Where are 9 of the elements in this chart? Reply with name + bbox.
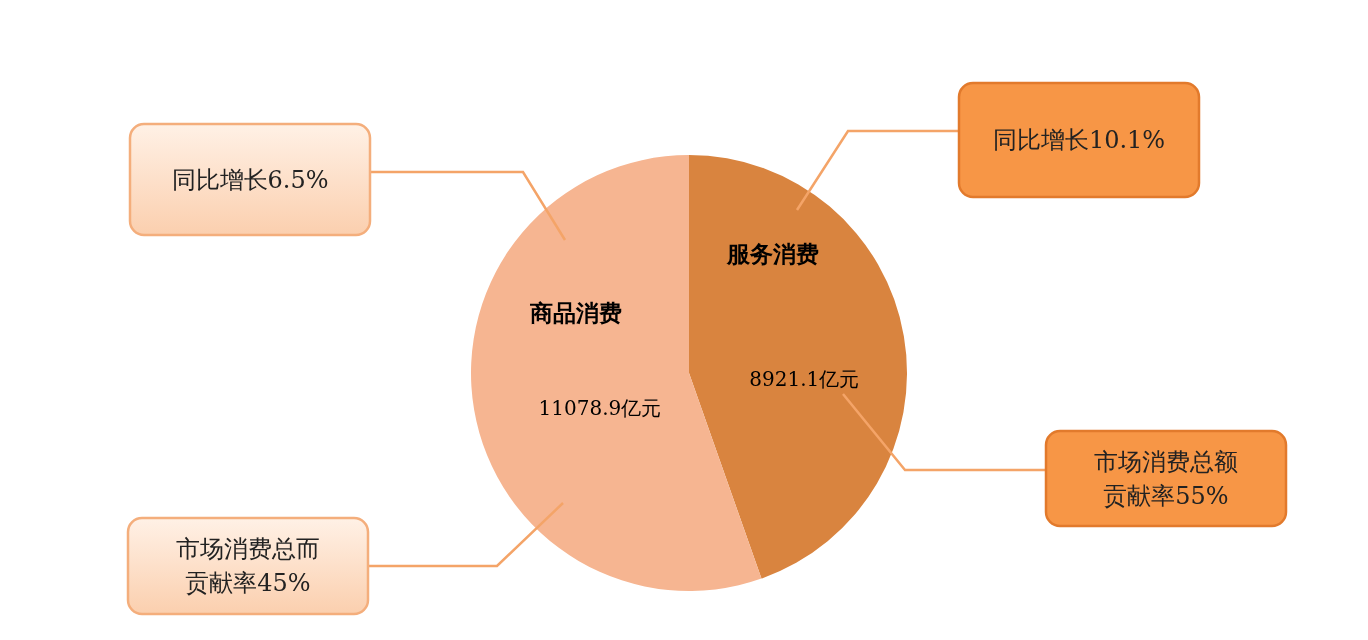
pie-slice [689, 155, 907, 579]
slice-label: 商品消费 [528, 298, 622, 326]
text: 市场消费总额贡献率55% [1094, 447, 1238, 510]
data-label: 11078.9亿元 [538, 396, 662, 421]
text: 同比增长10.1% [992, 126, 1166, 154]
text: 同比增长6.5% [171, 165, 329, 194]
text: 市场消费总而贡献率45% [176, 535, 320, 597]
data-label: 8921.1亿元 [749, 367, 860, 392]
slice-label: 服务消费 [726, 240, 820, 268]
